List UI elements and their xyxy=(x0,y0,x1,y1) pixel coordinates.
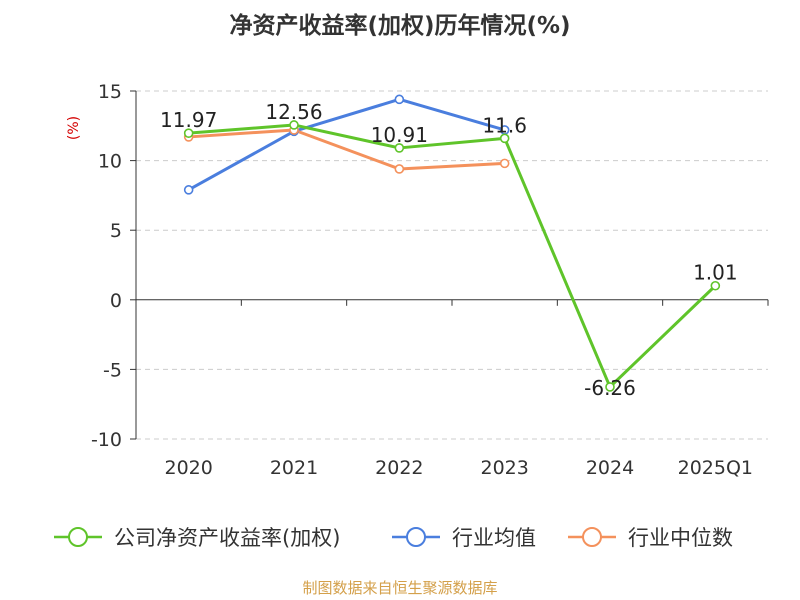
data-labels: 11.97 12.56 10.91 11.6 -6.26 1.01 xyxy=(160,100,738,400)
y-tick-label: -10 xyxy=(91,429,122,451)
x-tick-label: 2023 xyxy=(480,457,528,479)
series-lines xyxy=(187,97,717,389)
data-label: -6.26 xyxy=(584,376,636,400)
series-line-1 xyxy=(187,97,506,192)
y-tick-label: 5 xyxy=(110,220,122,242)
y-tick-label: -5 xyxy=(103,359,122,381)
legend-entry: 公司净资产收益率(加权) xyxy=(114,526,340,550)
legend: 公司净资产收益率(加权) 行业均值 行业中位数 xyxy=(54,526,733,550)
y-axis: 15 10 5 0 -5 -10 xyxy=(91,81,137,451)
data-point xyxy=(499,158,510,169)
x-tick-label: 2020 xyxy=(164,457,212,479)
x-tick-label: 2025Q1 xyxy=(678,457,753,479)
legend-marker xyxy=(406,527,426,547)
data-point xyxy=(183,185,194,195)
legend-marker xyxy=(582,527,602,547)
data-point xyxy=(499,133,510,144)
series-line-0 xyxy=(188,123,717,389)
data-label: 12.56 xyxy=(265,100,322,124)
data-point xyxy=(394,143,405,153)
data-point xyxy=(183,128,194,138)
x-tick-label: 2024 xyxy=(586,457,634,479)
series-line-2 xyxy=(188,128,505,171)
y-tick-label: 10 xyxy=(98,151,122,173)
legend-marker xyxy=(68,527,88,547)
x-tick-label: 2021 xyxy=(270,457,318,479)
data-point xyxy=(605,382,615,392)
chart-title: 净资产收益率(加权)历年情况(%) xyxy=(229,13,571,39)
x-tick-label: 2022 xyxy=(375,457,423,479)
data-point xyxy=(394,164,405,174)
data-label: 10.91 xyxy=(371,123,428,147)
data-point xyxy=(394,94,405,105)
data-label: 1.01 xyxy=(693,261,738,285)
data-point xyxy=(289,120,299,130)
series-points xyxy=(183,94,721,392)
y-axis-label: (%) xyxy=(66,116,82,140)
data-point xyxy=(710,280,721,291)
y-tick-label: 0 xyxy=(110,290,122,312)
source-footer: 制图数据来自恒生聚源数据库 xyxy=(302,579,498,597)
data-label: 11.97 xyxy=(160,108,217,132)
legend-entry: 行业中位数 xyxy=(628,526,733,550)
x-axis: 2020 2021 2022 2023 2024 2025Q1 xyxy=(135,299,769,479)
legend-entry: 行业均值 xyxy=(452,526,536,550)
y-tick-label: 15 xyxy=(98,81,122,103)
data-label: 11.6 xyxy=(482,113,527,137)
grid-lines xyxy=(136,90,768,440)
